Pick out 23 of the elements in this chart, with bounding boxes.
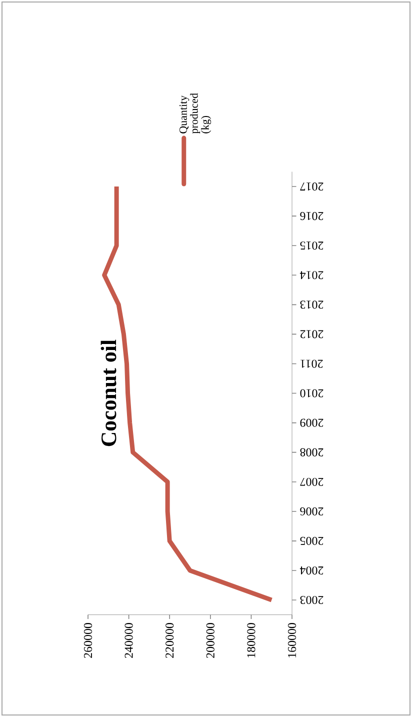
x-tick-label: 180000	[247, 623, 256, 658]
y-tick-label: 2009	[300, 418, 324, 427]
y-tick-label: 2012	[300, 330, 324, 338]
y-tick-label: 2005	[300, 536, 324, 545]
x-tick-label: 160000	[288, 623, 296, 658]
y-tick-label: 2017	[300, 182, 324, 191]
x-tick-label: 220000	[166, 623, 174, 658]
x-tick-label: 240000	[124, 623, 133, 658]
x-tick-label: 200000	[206, 623, 214, 658]
text: Coconut oil	[100, 340, 116, 446]
x-tick-label: 260000	[84, 623, 92, 658]
text: Quantity produced (kg)	[180, 93, 212, 134]
y-tick-label: 2011	[300, 360, 323, 368]
y-tick-label: 2014	[300, 271, 324, 280]
y-tick-label: 2010	[300, 389, 324, 398]
y-tick-label: 2007	[300, 478, 324, 486]
y-tick-label: 2006	[300, 507, 324, 516]
y-tick-label: 2013	[300, 300, 324, 309]
y-tick-label: 2008	[300, 448, 324, 456]
y-tick-label: 2003	[300, 596, 324, 604]
y-tick-label: 2004	[300, 566, 324, 574]
y-tick-label: 2015	[300, 242, 324, 250]
y-tick-label: 2016	[300, 212, 324, 220]
